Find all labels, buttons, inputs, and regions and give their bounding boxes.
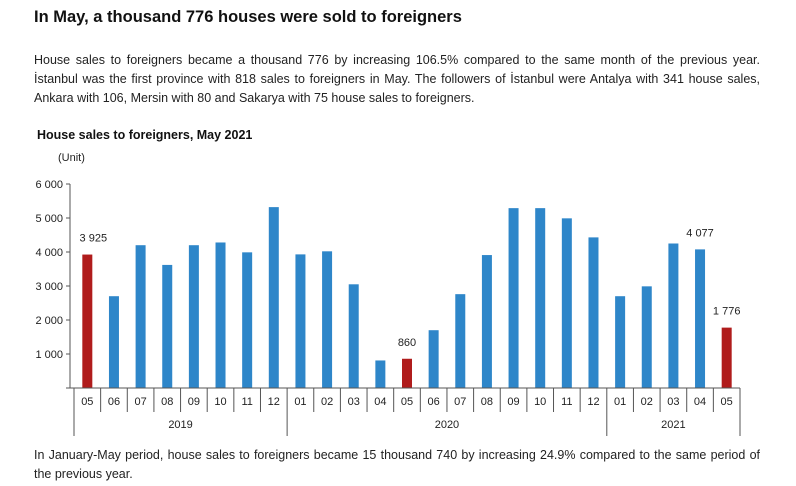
month-label: 09 <box>188 396 200 408</box>
bar <box>348 284 359 388</box>
month-label: 01 <box>294 396 306 408</box>
month-label: 09 <box>507 396 519 408</box>
bar <box>481 255 492 388</box>
month-label: 03 <box>348 396 360 408</box>
month-label: 07 <box>454 396 466 408</box>
bar <box>295 254 306 388</box>
month-label: 04 <box>694 396 706 408</box>
bar <box>188 245 199 388</box>
bar <box>428 330 439 388</box>
bar <box>668 243 679 388</box>
footer-paragraph: In January-May period, house sales to fo… <box>34 448 760 481</box>
year-label: 2019 <box>168 419 192 431</box>
bar <box>455 294 466 388</box>
bar <box>322 251 333 388</box>
bar <box>588 237 599 388</box>
y-tick-label: 2 000 <box>35 315 63 327</box>
bar <box>268 207 279 388</box>
bar <box>535 208 546 388</box>
chart-title: House sales to foreigners, May 2021 <box>37 128 253 142</box>
month-label: 05 <box>401 396 413 408</box>
month-label: 11 <box>241 396 252 408</box>
month-label: 06 <box>108 396 120 408</box>
month-label: 01 <box>614 396 626 408</box>
bar <box>402 358 412 388</box>
month-label: 02 <box>641 396 653 408</box>
month-label: 10 <box>534 396 546 408</box>
page-title: In May, a thousand 776 houses were sold … <box>34 8 462 26</box>
bar <box>162 264 173 388</box>
month-label: 03 <box>667 396 679 408</box>
year-label: 2021 <box>661 419 685 431</box>
month-label: 02 <box>321 396 333 408</box>
y-tick-label: 5 000 <box>35 213 63 225</box>
month-label: 07 <box>134 396 146 408</box>
month-label: 10 <box>214 396 226 408</box>
y-tick-label: 3 000 <box>35 281 63 293</box>
bar <box>641 286 652 388</box>
y-axis-unit-label: (Unit) <box>58 152 85 164</box>
bar <box>375 360 386 388</box>
data-label: 4 077 <box>686 227 714 239</box>
bar <box>561 218 572 388</box>
bar <box>215 242 226 388</box>
y-tick-label: 6 000 <box>35 179 63 191</box>
bar <box>108 296 119 388</box>
month-label: 11 <box>561 396 572 408</box>
month-label: 12 <box>587 396 599 408</box>
bar <box>508 208 519 388</box>
bar <box>615 296 626 388</box>
month-label: 08 <box>161 396 173 408</box>
bar <box>82 254 93 388</box>
bar <box>135 245 146 388</box>
bar <box>695 249 706 388</box>
intro-paragraph: House sales to foreigners became a thous… <box>34 53 760 105</box>
data-label: 1 776 <box>713 306 741 318</box>
month-label: 05 <box>81 396 93 408</box>
y-tick-label: 1 000 <box>35 349 63 361</box>
month-label: 06 <box>428 396 440 408</box>
bar <box>242 252 253 388</box>
month-label: 04 <box>374 396 386 408</box>
data-label: 860 <box>398 337 416 349</box>
year-label: 2020 <box>435 419 459 431</box>
month-label: 05 <box>721 396 733 408</box>
bar <box>721 327 732 388</box>
y-tick-label: 4 000 <box>35 247 63 259</box>
data-label: 3 925 <box>80 233 108 245</box>
month-label: 12 <box>268 396 280 408</box>
month-label: 08 <box>481 396 493 408</box>
